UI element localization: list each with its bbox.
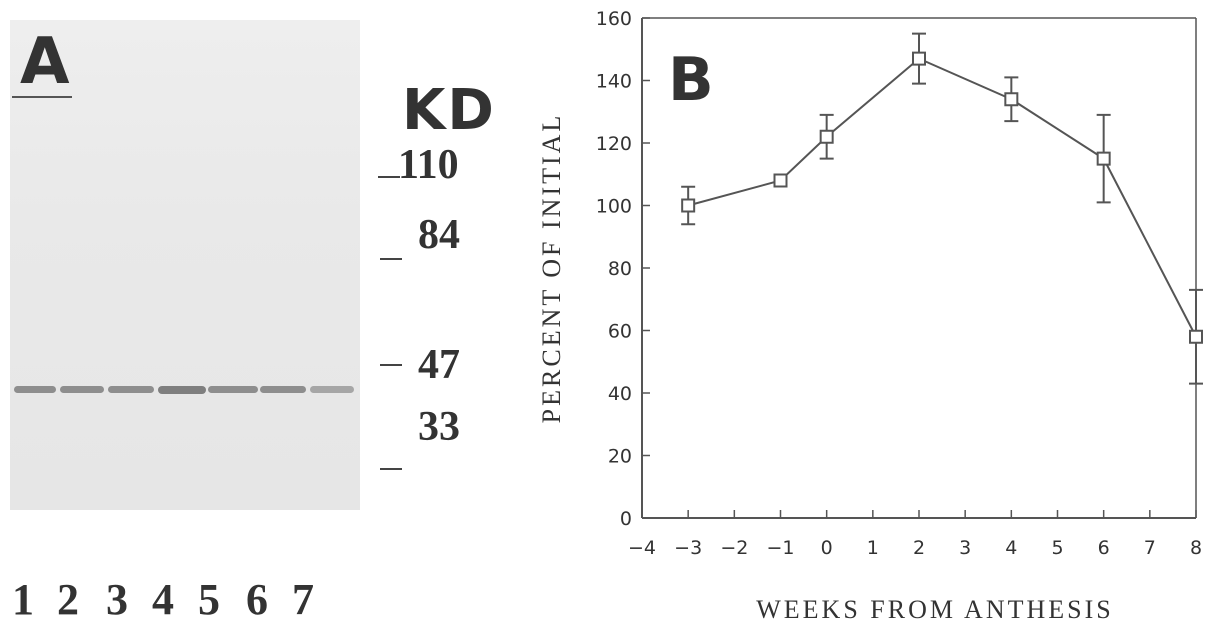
- data-point: [1096, 151, 1111, 166]
- data-series: [681, 32, 1203, 385]
- panel-b-label: B: [668, 45, 714, 115]
- x-tick-label: 5: [1051, 537, 1063, 559]
- lane-label: 5: [198, 575, 220, 624]
- data-point: [912, 51, 926, 66]
- chart-axes: [641, 17, 1197, 519]
- panel-a-label-underline: [12, 96, 72, 98]
- x-tick-label: 0: [821, 537, 833, 559]
- x-axis-ticks: −4 −3 −2 −1 0 1 2 3 4 5 6 7 8: [628, 510, 1202, 559]
- marker-label-110: 110: [398, 142, 459, 188]
- x-tick-label: 2: [913, 537, 925, 559]
- y-tick-label: 100: [596, 196, 632, 218]
- x-tick-label: 3: [959, 537, 971, 559]
- gel-blot-image: [10, 20, 360, 510]
- series-line: [687, 57, 1197, 338]
- lane-label: 1: [12, 575, 34, 624]
- y-axis-label: PERCENT OF INITIAL: [537, 113, 566, 424]
- data-point: [681, 198, 696, 213]
- x-tick-label: −2: [720, 537, 748, 559]
- lane-label: 6: [246, 575, 268, 624]
- y-axis-ticks: 0 20 40 60 80 100 120 140 160: [596, 8, 650, 530]
- lane-label: 2: [57, 575, 79, 624]
- panel-a-label: A: [20, 25, 70, 99]
- kd-unit-label: KD: [402, 78, 496, 143]
- y-tick-label: 0: [620, 508, 632, 530]
- x-axis-label: WEEKS FROM ANTHESIS: [756, 595, 1113, 624]
- data-point: [773, 173, 788, 188]
- lane-numbers: 1 2 3 4 5 6 7: [12, 578, 342, 628]
- marker-tick-33: [380, 468, 402, 470]
- y-tick-label: 40: [608, 383, 632, 405]
- marker-label-33: 33: [418, 404, 460, 450]
- protein-band: [10, 386, 360, 394]
- panel-a-immunoblot: A KD 110 84 47 33 1 2 3 4 5 6 7: [0, 0, 560, 630]
- y-tick-label: 60: [608, 321, 632, 343]
- marker-tick-84: [380, 258, 402, 260]
- x-tick-label: 6: [1098, 537, 1110, 559]
- lane-label: 3: [106, 575, 128, 624]
- data-point: [819, 129, 834, 144]
- y-tick-label: 80: [608, 258, 632, 280]
- y-tick-label: 120: [596, 133, 632, 155]
- data-point: [1004, 92, 1019, 107]
- marker-tick-47: [380, 364, 402, 366]
- x-tick-label: 1: [867, 537, 879, 559]
- y-tick-label: 160: [596, 8, 632, 30]
- x-tick-label: 7: [1144, 537, 1156, 559]
- lane-label: 4: [152, 575, 174, 624]
- marker-label-84: 84: [418, 212, 460, 258]
- x-tick-label: 8: [1190, 537, 1202, 559]
- x-tick-label: −4: [628, 537, 656, 559]
- x-tick-label: −3: [674, 537, 702, 559]
- marker-tick-110: [378, 176, 400, 178]
- y-tick-label: 20: [608, 446, 632, 468]
- y-tick-label: 140: [596, 71, 632, 93]
- x-tick-label: 4: [1005, 537, 1017, 559]
- x-tick-label: −1: [766, 537, 794, 559]
- data-point: [1189, 329, 1203, 344]
- marker-label-47: 47: [418, 342, 460, 388]
- lane-label: 7: [292, 575, 314, 624]
